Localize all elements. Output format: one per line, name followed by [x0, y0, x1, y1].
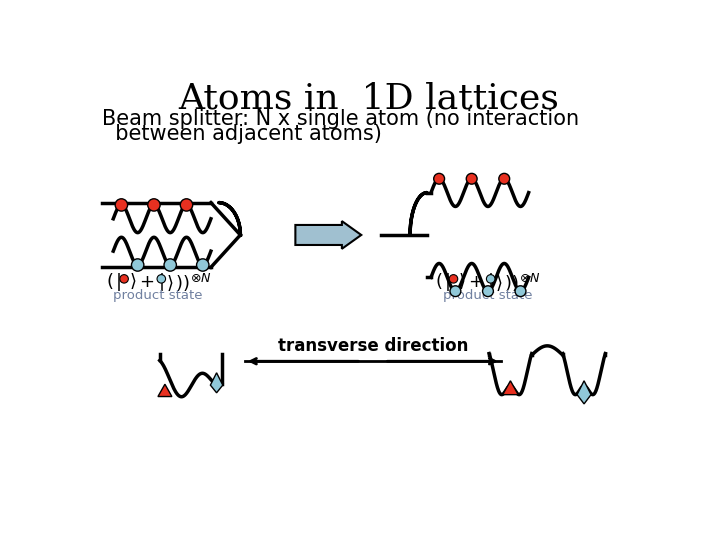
- Circle shape: [515, 286, 526, 296]
- Text: Beam splitter: N x single atom (no interaction: Beam splitter: N x single atom (no inter…: [102, 110, 579, 130]
- Text: product state: product state: [443, 289, 532, 302]
- Circle shape: [197, 259, 209, 271]
- Text: Atoms in  1D lattices: Atoms in 1D lattices: [179, 82, 559, 116]
- Text: $\rangle\,))^{\otimes N}$: $\rangle\,))^{\otimes N}$: [166, 272, 212, 293]
- Circle shape: [180, 199, 193, 211]
- Circle shape: [433, 173, 444, 184]
- Circle shape: [467, 173, 477, 184]
- Circle shape: [487, 275, 495, 283]
- Circle shape: [157, 275, 166, 283]
- Circle shape: [120, 275, 128, 283]
- Circle shape: [148, 199, 160, 211]
- Circle shape: [499, 173, 510, 184]
- Text: $( \,|$: $( \,|$: [435, 271, 451, 293]
- Polygon shape: [158, 384, 172, 396]
- Circle shape: [450, 286, 461, 296]
- Text: $\rangle + |$: $\rangle + |$: [129, 271, 163, 293]
- Circle shape: [132, 259, 144, 271]
- Circle shape: [482, 286, 493, 296]
- Text: $\rangle + |$: $\rangle + |$: [458, 271, 493, 293]
- Circle shape: [164, 259, 176, 271]
- Polygon shape: [503, 381, 518, 395]
- Text: product state: product state: [113, 289, 203, 302]
- Text: between adjacent atoms): between adjacent atoms): [102, 124, 382, 144]
- Circle shape: [449, 275, 458, 283]
- Circle shape: [115, 199, 127, 211]
- Text: $( \,|$: $( \,|$: [106, 271, 121, 293]
- FancyArrow shape: [295, 221, 361, 249]
- Polygon shape: [210, 373, 222, 393]
- Text: $\rangle\,))^{\otimes N}$: $\rangle\,))^{\otimes N}$: [495, 272, 541, 293]
- Text: transverse direction: transverse direction: [278, 337, 468, 355]
- Polygon shape: [577, 381, 591, 404]
